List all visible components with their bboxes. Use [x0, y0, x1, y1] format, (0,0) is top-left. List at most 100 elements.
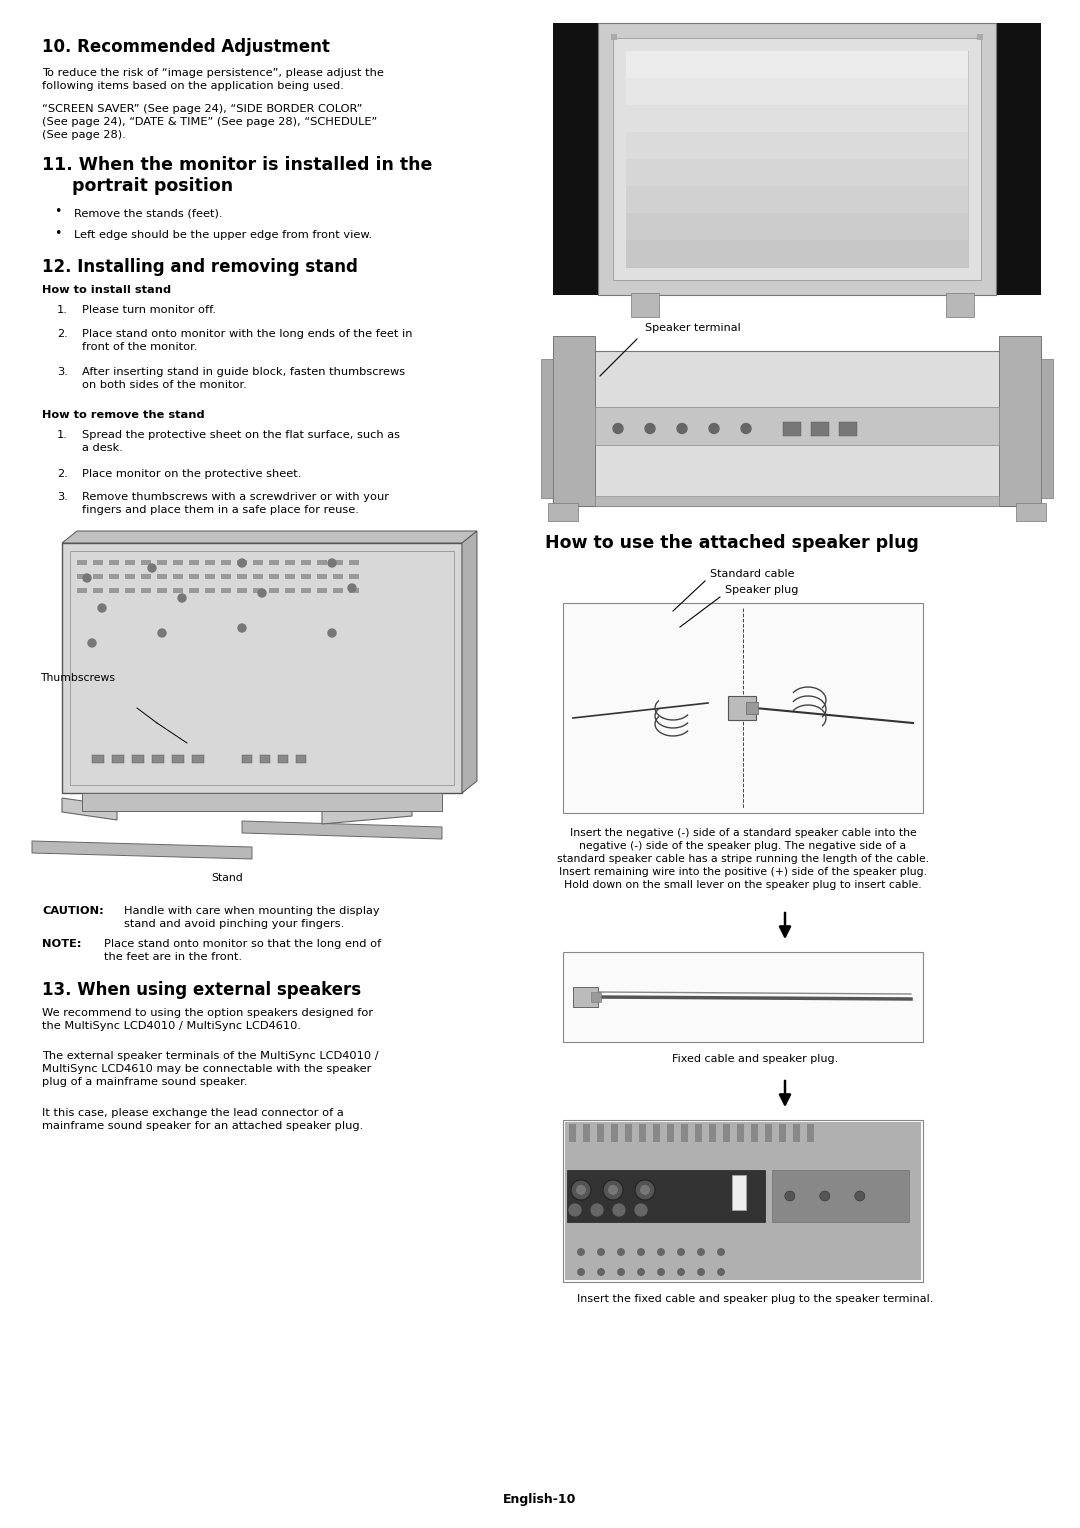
- Bar: [237, 559, 247, 565]
- Bar: [285, 588, 295, 593]
- Bar: [793, 1125, 800, 1141]
- Circle shape: [657, 1248, 665, 1256]
- Bar: [611, 1125, 618, 1141]
- Bar: [626, 186, 968, 212]
- Bar: [141, 588, 151, 593]
- Text: Thumbscrews: Thumbscrews: [40, 672, 114, 683]
- Bar: [573, 987, 598, 1007]
- Bar: [563, 1120, 923, 1282]
- Circle shape: [148, 564, 156, 571]
- Bar: [221, 559, 231, 565]
- Bar: [109, 559, 119, 565]
- Bar: [333, 588, 343, 593]
- Text: How to use the attached speaker plug: How to use the attached speaker plug: [545, 533, 919, 552]
- Bar: [205, 575, 215, 579]
- Bar: [77, 588, 87, 593]
- Text: Place monitor on the protective sheet.: Place monitor on the protective sheet.: [82, 469, 301, 478]
- Circle shape: [603, 1180, 623, 1199]
- Bar: [732, 1175, 746, 1210]
- Circle shape: [697, 1248, 705, 1256]
- Bar: [205, 588, 215, 593]
- Bar: [301, 559, 311, 565]
- Bar: [173, 559, 183, 565]
- Bar: [626, 240, 968, 267]
- Circle shape: [708, 423, 719, 434]
- Text: Insert the negative (-) side of a standard speaker cable into the
negative (-) s: Insert the negative (-) side of a standa…: [557, 828, 929, 891]
- Bar: [173, 588, 183, 593]
- Bar: [989, 23, 1041, 295]
- Bar: [221, 575, 231, 579]
- Bar: [626, 105, 968, 131]
- Polygon shape: [462, 532, 477, 793]
- Bar: [565, 1122, 921, 1280]
- Bar: [269, 559, 279, 565]
- Circle shape: [617, 1268, 625, 1276]
- Bar: [132, 755, 144, 762]
- Bar: [563, 952, 923, 1042]
- Bar: [77, 559, 87, 565]
- Text: 1.: 1.: [57, 306, 68, 315]
- Bar: [1041, 359, 1053, 498]
- Bar: [157, 588, 167, 593]
- Circle shape: [590, 1203, 604, 1216]
- Circle shape: [571, 1180, 591, 1199]
- Bar: [125, 588, 135, 593]
- Text: 10. Recommended Adjustment: 10. Recommended Adjustment: [42, 38, 329, 57]
- Bar: [708, 1125, 716, 1141]
- Circle shape: [637, 1268, 645, 1276]
- Bar: [285, 559, 295, 565]
- Text: Place stand onto monitor with the long ends of the feet in
front of the monitor.: Place stand onto monitor with the long e…: [82, 329, 413, 351]
- Circle shape: [577, 1268, 585, 1276]
- Text: CAUTION:: CAUTION:: [42, 906, 104, 915]
- Circle shape: [697, 1268, 705, 1276]
- Text: Insert the fixed cable and speaker plug to the speaker terminal.: Insert the fixed cable and speaker plug …: [577, 1294, 933, 1303]
- Text: 2.: 2.: [57, 329, 68, 339]
- Bar: [613, 38, 981, 280]
- Text: We recommend to using the option speakers designed for
the MultiSync LCD4010 / M: We recommend to using the option speaker…: [42, 1008, 373, 1031]
- Bar: [253, 588, 264, 593]
- Bar: [333, 575, 343, 579]
- Bar: [696, 1125, 702, 1141]
- Bar: [333, 559, 343, 565]
- Bar: [595, 406, 999, 445]
- Bar: [723, 1125, 730, 1141]
- Bar: [765, 1125, 772, 1141]
- Circle shape: [741, 423, 751, 434]
- Polygon shape: [32, 840, 252, 859]
- Bar: [125, 575, 135, 579]
- Text: Left edge should be the upper edge from front view.: Left edge should be the upper edge from …: [75, 231, 373, 240]
- Bar: [157, 559, 167, 565]
- Text: Speaker terminal: Speaker terminal: [645, 322, 741, 333]
- Text: Remove the stands (feet).: Remove the stands (feet).: [75, 208, 222, 219]
- Bar: [548, 503, 578, 521]
- Text: 2.: 2.: [57, 469, 68, 478]
- Circle shape: [657, 1268, 665, 1276]
- Circle shape: [717, 1248, 725, 1256]
- Bar: [626, 159, 968, 186]
- Bar: [189, 588, 199, 593]
- Bar: [626, 50, 968, 78]
- FancyBboxPatch shape: [62, 542, 462, 793]
- Text: 13. When using external speakers: 13. When using external speakers: [42, 981, 361, 999]
- Circle shape: [677, 423, 687, 434]
- Circle shape: [612, 1203, 626, 1216]
- Bar: [141, 575, 151, 579]
- Text: 3.: 3.: [57, 367, 68, 377]
- Bar: [221, 588, 231, 593]
- Circle shape: [677, 1268, 685, 1276]
- Bar: [597, 1125, 604, 1141]
- Text: Speaker plug: Speaker plug: [725, 585, 798, 594]
- Circle shape: [577, 1248, 585, 1256]
- Bar: [125, 559, 135, 565]
- Bar: [77, 575, 87, 579]
- Bar: [141, 559, 151, 565]
- Bar: [173, 575, 183, 579]
- Bar: [152, 755, 164, 762]
- Text: English-10: English-10: [503, 1493, 577, 1507]
- Circle shape: [328, 559, 336, 567]
- Bar: [269, 575, 279, 579]
- Text: Spread the protective sheet on the flat surface, such as
a desk.: Spread the protective sheet on the flat …: [82, 429, 400, 452]
- Circle shape: [717, 1268, 725, 1276]
- Circle shape: [608, 1186, 618, 1195]
- Bar: [839, 422, 858, 435]
